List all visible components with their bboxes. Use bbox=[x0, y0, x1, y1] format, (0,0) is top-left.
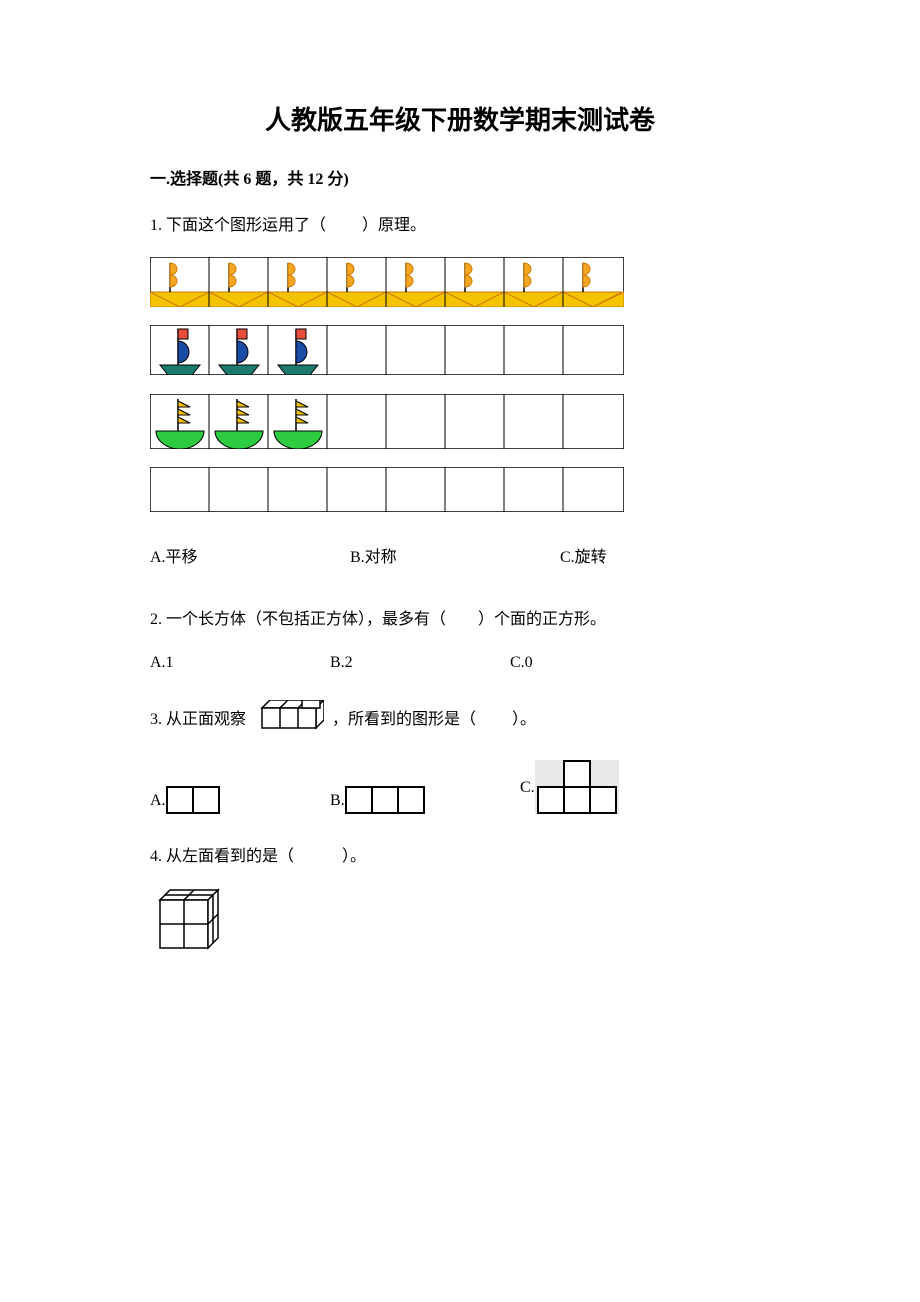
q1-row2-svg bbox=[150, 325, 624, 375]
q4-text: 4. 从左面看到的是（ ）。 bbox=[150, 844, 770, 870]
q2-option-c: C.0 bbox=[510, 650, 533, 676]
q1-figures bbox=[150, 257, 770, 521]
q3-opt-c-svg bbox=[535, 760, 619, 814]
q3-option-c-label: C. bbox=[520, 775, 535, 801]
q3-text: 3. 从正面观察 bbox=[150, 700, 770, 741]
q4-cube-figure bbox=[150, 888, 770, 963]
section-heading: 一.选择题(共 6 题，共 12 分) bbox=[150, 165, 770, 189]
q1-text: 1. 下面这个图形运用了（ ）原理。 bbox=[150, 213, 770, 239]
q1-row4-svg bbox=[150, 467, 624, 512]
q2-text: 2. 一个长方体（不包括正方体），最多有（ ）个面的正方形。 bbox=[150, 607, 770, 633]
q3-text-before: 3. 从正面观察 bbox=[150, 711, 246, 728]
q1-row4 bbox=[150, 467, 770, 521]
q1-row3-svg bbox=[150, 394, 624, 449]
q1-option-a: A.平移 bbox=[150, 545, 350, 571]
question-2: 2. 一个长方体（不包括正方体），最多有（ ）个面的正方形。 A.1 B.2 C… bbox=[150, 607, 770, 676]
q3-option-a: A. bbox=[150, 786, 330, 814]
page-title: 人教版五年级下册数学期末测试卷 bbox=[150, 100, 770, 137]
q3-options: A. B. C. bbox=[150, 760, 770, 814]
question-1: 1. 下面这个图形运用了（ ）原理。 bbox=[150, 213, 770, 571]
q3-option-b: B. bbox=[330, 786, 520, 814]
q3-text-after: ，所看到的图形是（ ）。 bbox=[332, 711, 536, 728]
question-4: 4. 从左面看到的是（ ）。 bbox=[150, 844, 770, 962]
q3-option-b-label: B. bbox=[330, 788, 345, 814]
q1-options: A.平移 B.对称 C.旋转 bbox=[150, 545, 770, 571]
q3-cube-figure bbox=[254, 700, 324, 741]
q1-option-b: B.对称 bbox=[350, 545, 560, 571]
q1-row3 bbox=[150, 394, 770, 458]
q2-options: A.1 B.2 C.0 bbox=[150, 650, 770, 676]
q3-option-a-label: A. bbox=[150, 788, 166, 814]
q2-option-a: A.1 bbox=[150, 650, 330, 676]
q1-option-c: C.旋转 bbox=[560, 545, 607, 571]
q3-option-c: C. bbox=[520, 760, 619, 814]
q1-row2 bbox=[150, 325, 770, 384]
q3-cube-svg bbox=[254, 700, 324, 732]
q1-row1-svg bbox=[150, 257, 624, 307]
q1-row1 bbox=[150, 257, 770, 316]
question-3: 3. 从正面观察 bbox=[150, 700, 770, 815]
q4-cube-svg bbox=[150, 888, 224, 954]
q3-opt-b-svg bbox=[345, 786, 427, 814]
q1-row1-flags bbox=[170, 263, 590, 292]
q3-opt-a-svg bbox=[166, 786, 222, 814]
q2-option-b: B.2 bbox=[330, 650, 510, 676]
